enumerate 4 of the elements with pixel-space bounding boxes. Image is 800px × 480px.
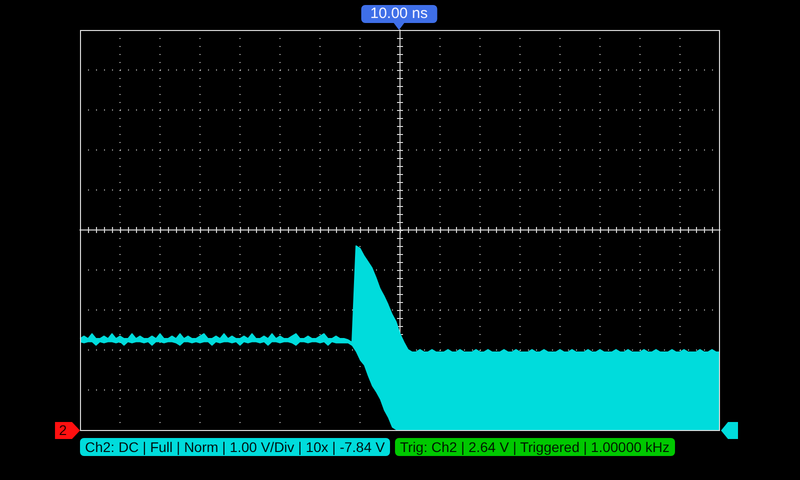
text: Ch2: DC | Full | Norm | 1.00 V/Div | 10x | -7.84 V <box>80 438 390 456</box>
text: 10.00 ns <box>361 5 437 23</box>
text: 2 <box>58 421 68 439</box>
text: Trig: Ch2 | 2.64 V | Triggered | 1.00000 kHz <box>395 438 675 456</box>
